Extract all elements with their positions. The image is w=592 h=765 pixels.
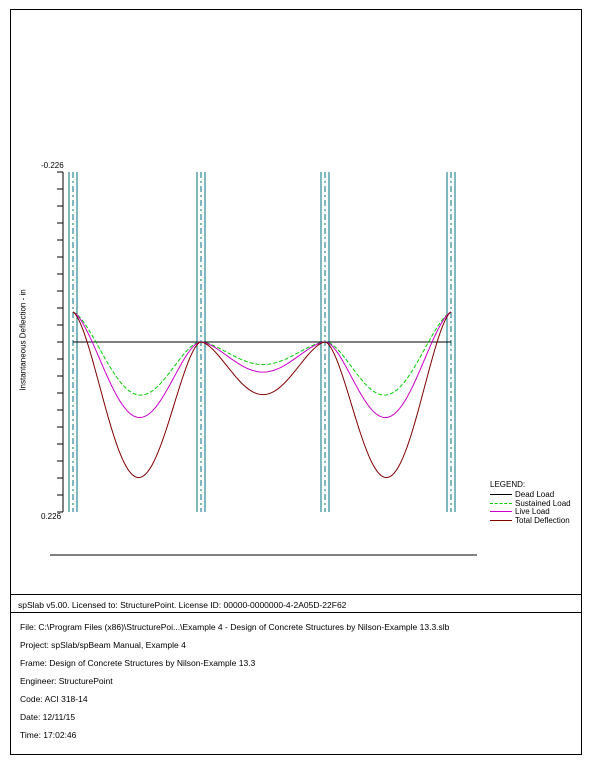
engineer-text: Engineer: StructurePoint: [20, 676, 113, 686]
y-tick-bottom: 0.226: [41, 512, 62, 521]
legend-item-dead-load: Dead Load: [490, 490, 571, 499]
y-axis-label: Instantaneous Deflection - in: [18, 289, 28, 391]
page-frame: [10, 9, 582, 755]
legend-label-dead-load: Dead Load: [515, 490, 555, 499]
date-text: Date: 12/11/15: [20, 712, 76, 722]
footer-divider-top: [10, 594, 582, 595]
series-layer: [72, 311, 452, 479]
license-text: spSlab v5.00. Licensed to: StructurePoin…: [18, 600, 347, 610]
legend: LEGEND: Dead Load Sustained Load Live Lo…: [490, 480, 571, 525]
legend-label-live-load: Live Load: [515, 507, 550, 516]
legend-item-sustained-load: Sustained Load: [490, 499, 571, 508]
legend-swatch-sustained-load: [490, 502, 512, 504]
y-axis: [57, 171, 64, 513]
project-text: Project: spSlab/spBeam Manual, Example 4: [20, 640, 186, 650]
legend-title: LEGEND:: [490, 480, 526, 489]
time-text: Time: 17:02:46: [20, 730, 77, 740]
legend-swatch-dead-load: [490, 494, 512, 495]
footer-divider-bottom: [10, 612, 582, 613]
series-line-total-deflection: [72, 311, 452, 479]
series-line-sustained-load: [72, 311, 452, 396]
series-line-live-load: [72, 311, 452, 419]
legend-label-sustained-load: Sustained Load: [515, 498, 571, 508]
legend-swatch-live-load: [490, 511, 512, 512]
file-path-text: File: C:\Program Files (x86)\StructurePo…: [20, 622, 450, 632]
legend-label-total-deflection: Total Deflection: [515, 515, 570, 525]
frame-text: Frame: Design of Concrete Structures by …: [20, 658, 256, 668]
deflection-chart: [50, 171, 477, 556]
legend-swatch-total-deflection: [490, 519, 512, 521]
legend-item-total-deflection: Total Deflection: [490, 516, 571, 525]
y-tick-top: -0.226: [41, 161, 64, 170]
legend-item-live-load: Live Load: [490, 507, 571, 516]
code-text: Code: ACI 318-14: [20, 694, 88, 704]
